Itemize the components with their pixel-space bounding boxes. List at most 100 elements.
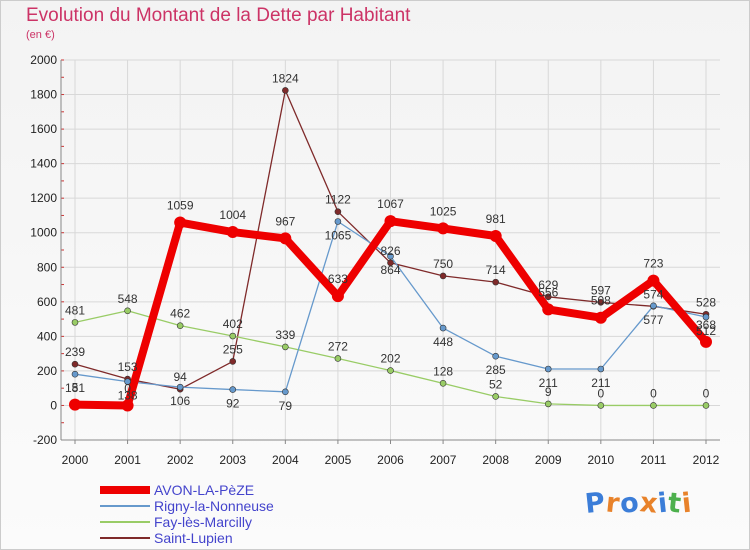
data-point (492, 393, 499, 400)
data-point (71, 360, 79, 368)
data-point (334, 218, 342, 225)
legend-swatch (100, 537, 150, 539)
data-label: 9 (545, 385, 552, 399)
data-point (279, 232, 292, 245)
data-point (226, 226, 239, 239)
data-label: 1059 (167, 199, 194, 213)
data-label: 714 (486, 263, 506, 277)
y-tick-label: 1000 (30, 226, 57, 240)
y-tick-label: -200 (33, 433, 57, 447)
y-tick-label: 1200 (30, 191, 57, 205)
data-point (647, 274, 660, 287)
data-label: 1025 (430, 204, 457, 218)
data-label: 448 (433, 335, 453, 349)
data-point (489, 230, 502, 243)
chart-subtitle: (en €) (26, 29, 55, 41)
data-label: 402 (223, 317, 243, 331)
legend-item: Saint-Lupien (100, 530, 274, 546)
legend-item: Rigny-la-Nonneuse (100, 498, 274, 514)
data-point (71, 319, 79, 326)
data-point (702, 402, 710, 409)
data-label: 556 (538, 285, 558, 299)
data-point (124, 307, 131, 315)
data-point (229, 358, 237, 365)
data-label: 548 (118, 292, 138, 306)
data-label: 512 (696, 324, 716, 338)
data-point (437, 222, 450, 235)
data-label: 826 (380, 244, 400, 258)
data-point (702, 313, 710, 321)
data-label: 1004 (219, 208, 246, 222)
data-point (700, 335, 712, 348)
data-point (121, 399, 134, 412)
y-tick-label: 2000 (30, 53, 57, 67)
data-label: 255 (223, 342, 243, 356)
data-point (124, 378, 131, 385)
data-label: 1122 (325, 193, 351, 207)
x-tick-label: 2001 (114, 453, 141, 467)
data-label: 285 (486, 363, 506, 377)
data-point (387, 367, 394, 374)
data-point (492, 352, 499, 360)
data-label: 981 (486, 212, 506, 226)
x-tick-label: 2003 (219, 453, 246, 467)
data-label: 723 (643, 257, 663, 271)
data-label: 0 (703, 386, 710, 400)
data-point (331, 290, 344, 303)
x-tick-label: 2005 (325, 453, 352, 467)
data-point (387, 252, 394, 260)
data-label: 0 (597, 386, 604, 400)
data-label: 181 (65, 381, 85, 395)
data-label: 633 (328, 272, 348, 286)
data-point (334, 355, 342, 362)
y-tick-label: 200 (37, 364, 57, 378)
data-label: 528 (696, 295, 716, 309)
data-label: 864 (380, 263, 400, 277)
data-label: 239 (65, 345, 85, 359)
x-tick-label: 2008 (482, 453, 509, 467)
data-label: 629 (538, 278, 558, 292)
chart-legend: AVON-LA-PèZE Rigny-la-Nonneuse Fay-lès-M… (100, 482, 274, 546)
data-label: 211 (539, 376, 558, 390)
data-point (176, 383, 184, 391)
data-label: 574 (643, 287, 663, 301)
x-tick-label: 2011 (641, 453, 667, 467)
data-point (597, 365, 605, 373)
data-point (597, 402, 605, 409)
x-tick-label: 2006 (377, 453, 404, 467)
data-point (542, 303, 555, 316)
data-point (387, 259, 394, 267)
y-tick-label: 800 (37, 260, 57, 274)
data-label: 94 (173, 370, 187, 384)
x-tick-label: 2012 (693, 453, 720, 467)
data-point (384, 215, 397, 228)
data-label: 272 (328, 339, 348, 353)
legend-item: Fay-lès-Marcilly (100, 514, 274, 530)
x-tick-label: 2009 (535, 453, 562, 467)
x-tick-label: 2000 (62, 453, 89, 467)
data-point (229, 332, 237, 340)
data-point (597, 299, 605, 306)
data-point (71, 370, 79, 378)
data-label: 339 (275, 328, 295, 342)
x-tick-label: 2010 (587, 453, 614, 467)
data-label: 153 (118, 360, 138, 374)
data-label: 0 (650, 386, 657, 400)
data-point (69, 398, 81, 411)
data-label: 462 (170, 307, 190, 321)
legend-label: Fay-lès-Marcilly (154, 514, 252, 530)
data-point (594, 311, 607, 324)
data-label: 1067 (377, 197, 404, 211)
data-label: 211 (591, 376, 610, 390)
data-label: 106 (170, 394, 190, 408)
y-tick-label: 1600 (30, 122, 57, 136)
data-label: 481 (65, 303, 85, 317)
data-label: 79 (279, 399, 293, 413)
legend-swatch (100, 505, 150, 507)
data-point (229, 386, 237, 393)
data-label: 577 (643, 313, 663, 327)
data-label: 138 (118, 389, 138, 403)
data-point (282, 343, 289, 351)
